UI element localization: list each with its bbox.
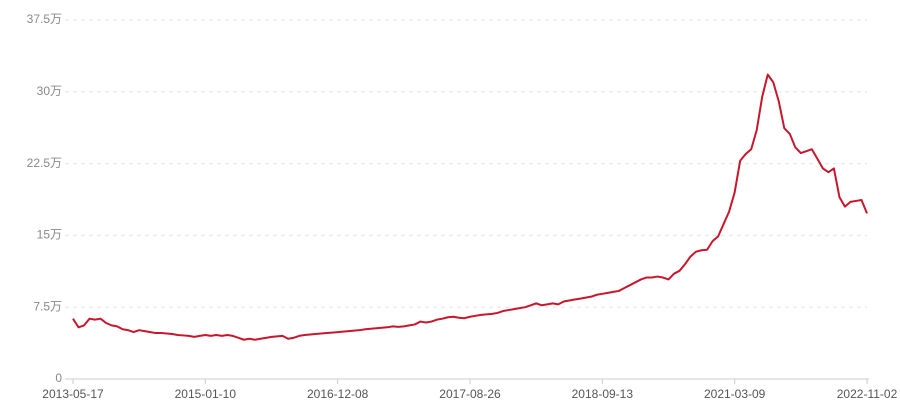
- x-tick-label: 2016-12-08: [307, 387, 369, 400]
- x-tick-label: 2015-01-10: [175, 387, 237, 400]
- x-tick-label: 2017-08-26: [439, 387, 501, 400]
- line: [72, 73, 868, 341]
- y-tick-label: 7.5万: [33, 299, 62, 313]
- y-tick-label: 15万: [37, 228, 62, 242]
- y-tick-label: 37.5万: [27, 12, 62, 26]
- y-tick-label: 30万: [37, 84, 62, 98]
- y-tick-label: 0: [55, 371, 62, 385]
- y-tick-label: 22.5万: [27, 156, 62, 170]
- x-tick-label: 2021-03-09: [704, 387, 766, 400]
- x-tick-label: 2018-09-13: [572, 387, 634, 400]
- x-tick-label: 2013-05-17: [42, 387, 104, 400]
- x-tick-label: 2022-11-02: [837, 387, 898, 400]
